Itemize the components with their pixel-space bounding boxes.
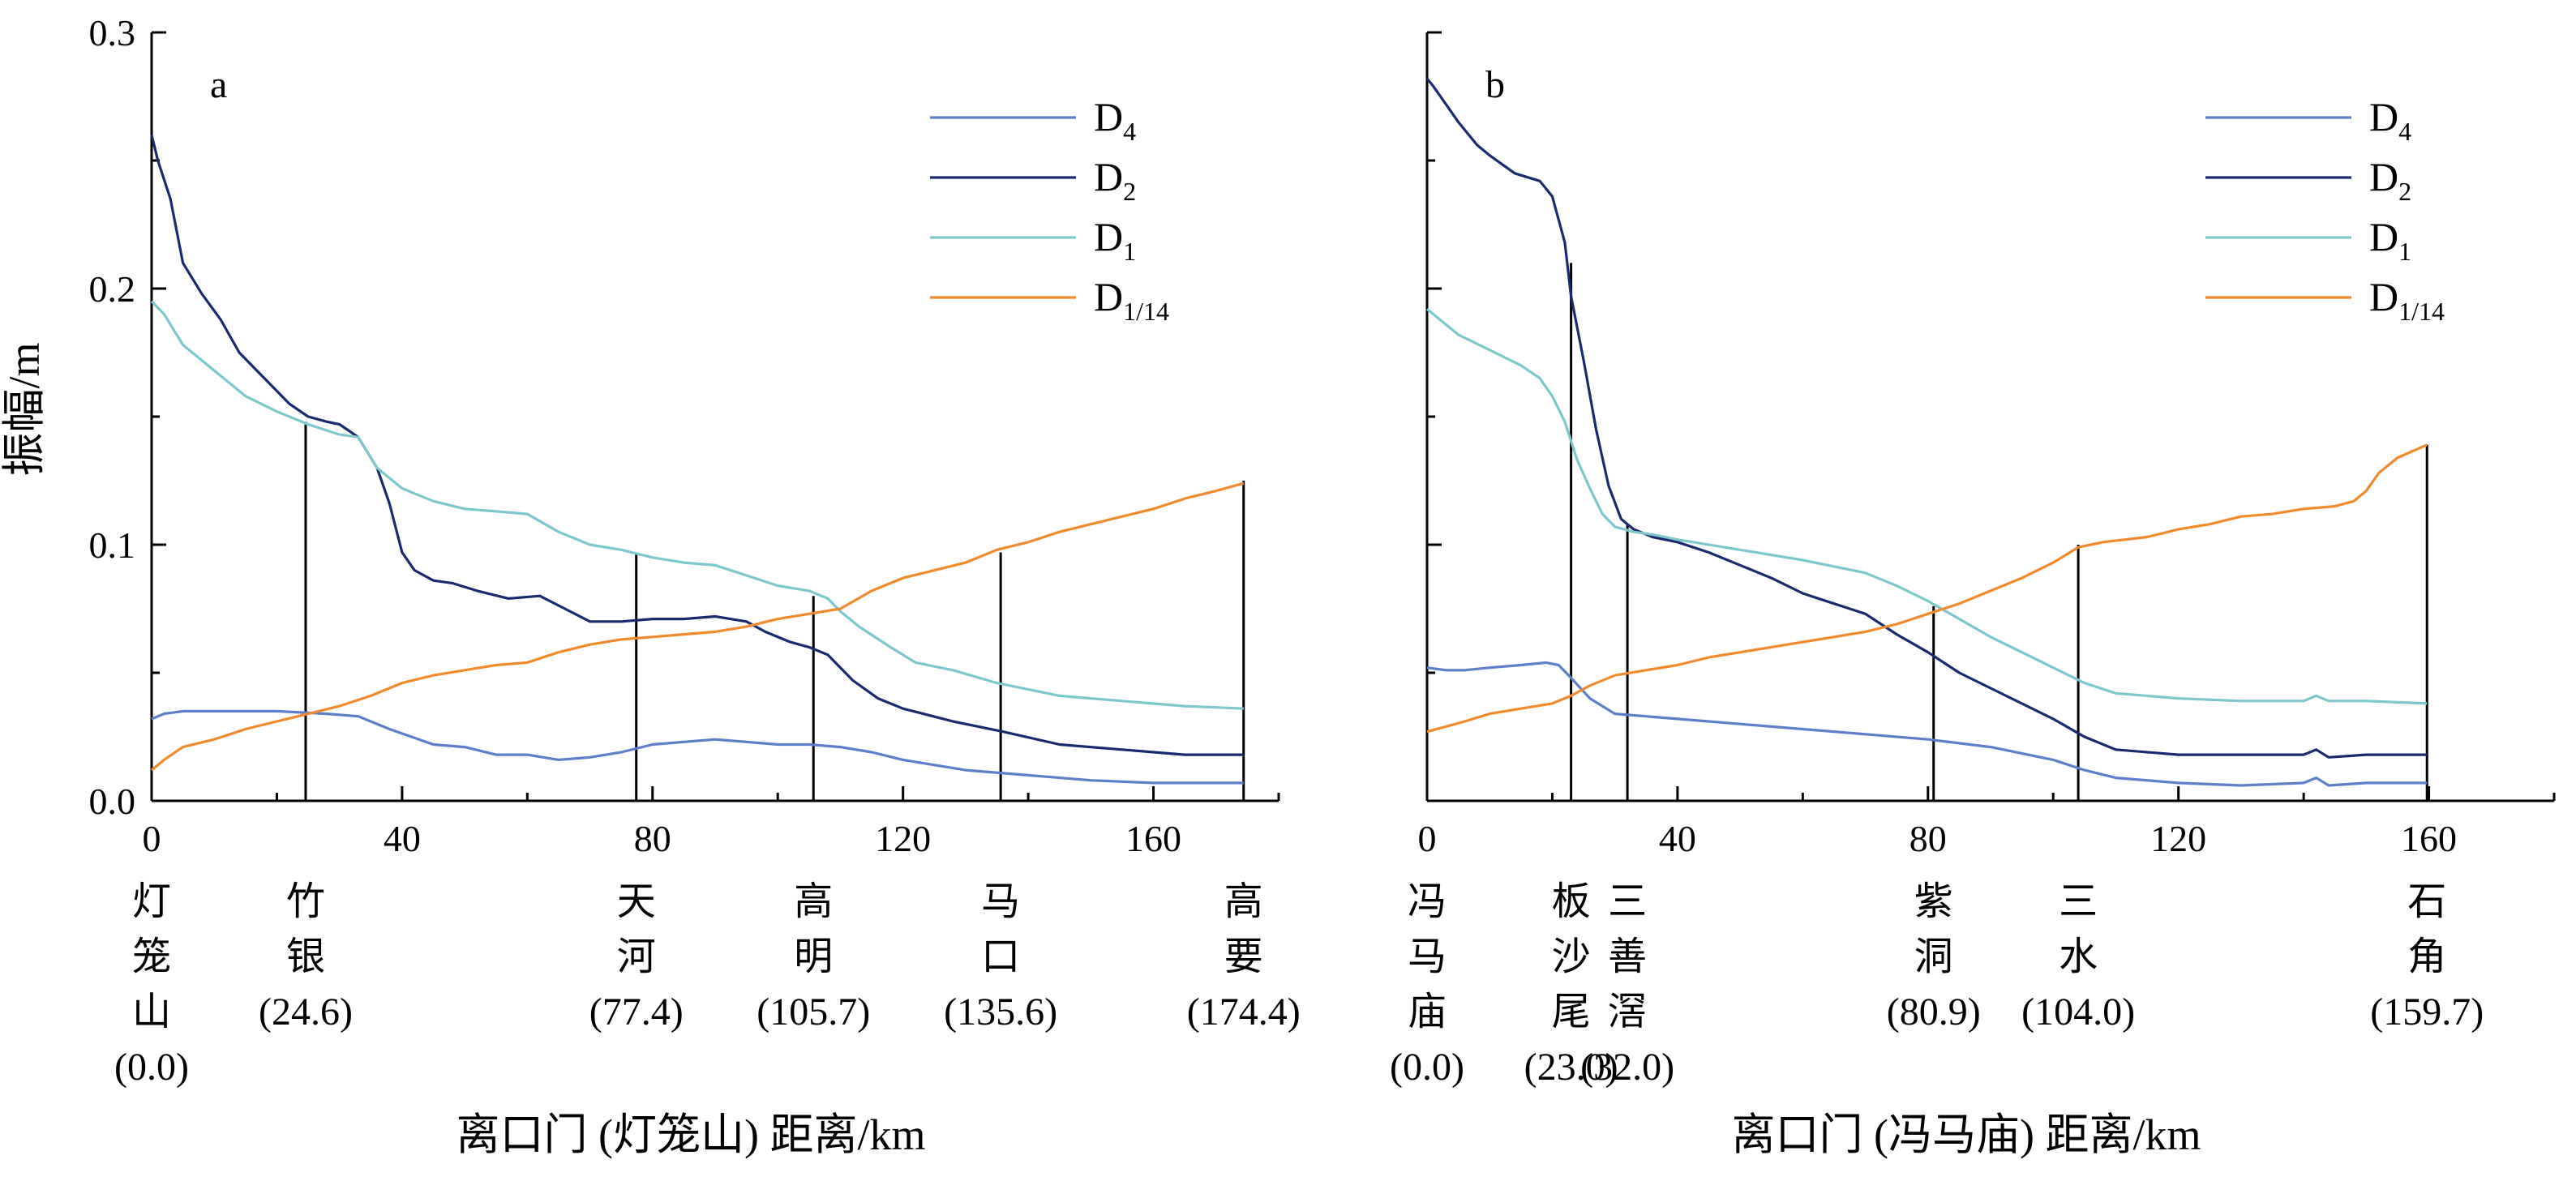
- panel-letter: b: [1485, 63, 1505, 106]
- station-distance-label: (135.6): [944, 991, 1057, 1033]
- y-tick-label: 0.0: [89, 781, 136, 822]
- station-name-char: 明: [794, 935, 833, 978]
- station-name-char: 善: [1608, 935, 1647, 978]
- station-distance-label: (0.0): [114, 1046, 189, 1089]
- y-tick-label: 0.2: [89, 268, 136, 310]
- legend-label-D2: D2: [2369, 154, 2411, 206]
- station-name-char: 要: [1224, 935, 1263, 978]
- station-name-char: 高: [794, 880, 833, 923]
- station-name-char: 山: [132, 991, 171, 1033]
- legend-label-D2: D2: [1094, 154, 1136, 206]
- x-tick-label: 80: [1909, 818, 1947, 859]
- x-tick-label: 40: [1659, 818, 1696, 859]
- station-name-char: 竹: [286, 880, 325, 923]
- legend-label-D1_14: D1/14: [2369, 274, 2445, 326]
- station-name-char: 紫: [1914, 880, 1953, 923]
- station-name-char: 水: [2059, 935, 2098, 978]
- series-line-D1: [1425, 308, 2428, 705]
- x-tick-label: 40: [384, 818, 421, 859]
- x-tick-label: 0: [143, 818, 161, 859]
- station-name-char: 口: [981, 935, 1020, 978]
- series-line-D1_14: [1426, 443, 2428, 734]
- y-axis-title: 振幅/m: [0, 342, 49, 476]
- y-tick-label: 0.1: [89, 524, 136, 566]
- legend-label-D4: D4: [1094, 94, 1136, 146]
- series-line-D2: [150, 135, 1244, 756]
- series-line-D4: [1426, 661, 2428, 787]
- station-name-char: 三: [1608, 880, 1647, 923]
- station-name-char: 石: [2407, 880, 2446, 923]
- x-axis-title: 离口门 (冯马庙) 距离/km: [1732, 1110, 2201, 1159]
- station-name-char: 马: [981, 880, 1020, 923]
- panel-b: 0 40 80 120 160 b D4 D2 D1 D1/14 冯马庙 (0.0) 板沙尾 (23.0)…: [1390, 31, 2556, 1159]
- station-distance-label: (77.4): [589, 991, 684, 1033]
- legend-label-D1_14: D1/14: [1094, 274, 1169, 326]
- station-name-char: 银: [286, 935, 325, 978]
- station-name-char: 庙: [1408, 991, 1447, 1033]
- station-distance-label: (0.0): [1390, 1046, 1464, 1089]
- station-name-char: 尾: [1552, 991, 1591, 1033]
- x-tick-label: 120: [875, 818, 931, 859]
- legend-label-D4: D4: [2369, 94, 2411, 146]
- station-name-char: 冯: [1408, 880, 1447, 923]
- station-name-char: 三: [2059, 880, 2098, 923]
- series-line-D2: [1425, 77, 2428, 759]
- panel-letter: a: [210, 63, 227, 106]
- station-name-char: 角: [2407, 935, 2446, 978]
- series-line-D4: [151, 709, 1244, 785]
- station-name-char: 洞: [1914, 935, 1953, 978]
- legend-label-D1: D1: [2369, 214, 2411, 266]
- station-name-char: 滘: [1608, 991, 1647, 1033]
- series-line-D1: [150, 300, 1244, 710]
- station-distance-label: (24.6): [259, 991, 353, 1033]
- station-distance-label: (104.0): [2021, 991, 2135, 1033]
- x-tick-label: 0: [1418, 818, 1437, 859]
- station-distance-label: (80.9): [1887, 991, 1981, 1033]
- station-distance-label: (23.0): [1524, 1046, 1618, 1089]
- station-name-char: 灯: [132, 880, 171, 923]
- x-axis-title: 离口门 (灯笼山) 距离/km: [456, 1110, 926, 1159]
- station-distance-label: (174.4): [1187, 991, 1301, 1033]
- station-distance-label: (105.7): [757, 991, 870, 1033]
- series-line-D1_14: [150, 481, 1245, 772]
- x-tick-label: 80: [634, 818, 671, 859]
- station-name-char: 高: [1224, 880, 1263, 923]
- station-name-char: 河: [617, 935, 656, 978]
- x-tick-label: 160: [2401, 818, 2457, 859]
- station-distance-label: (32.0): [1580, 1046, 1674, 1089]
- station-name-char: 马: [1408, 935, 1447, 978]
- station-distance-label: (159.7): [2370, 991, 2484, 1033]
- x-tick-label: 160: [1125, 818, 1181, 859]
- panel-a: 0.0 0.1 0.2 0.3 0 40 80 120 160 a D4 D2 D1 D1/14 灯笼山 (0…: [89, 12, 1301, 1159]
- station-name-char: 笼: [132, 935, 171, 978]
- y-tick-label: 0.3: [89, 12, 136, 53]
- x-tick-label: 120: [2150, 818, 2206, 859]
- station-name-char: 沙: [1552, 935, 1591, 978]
- station-name-char: 天: [617, 880, 656, 923]
- station-name-char: 板: [1552, 880, 1591, 923]
- legend-label-D1: D1: [1094, 214, 1136, 266]
